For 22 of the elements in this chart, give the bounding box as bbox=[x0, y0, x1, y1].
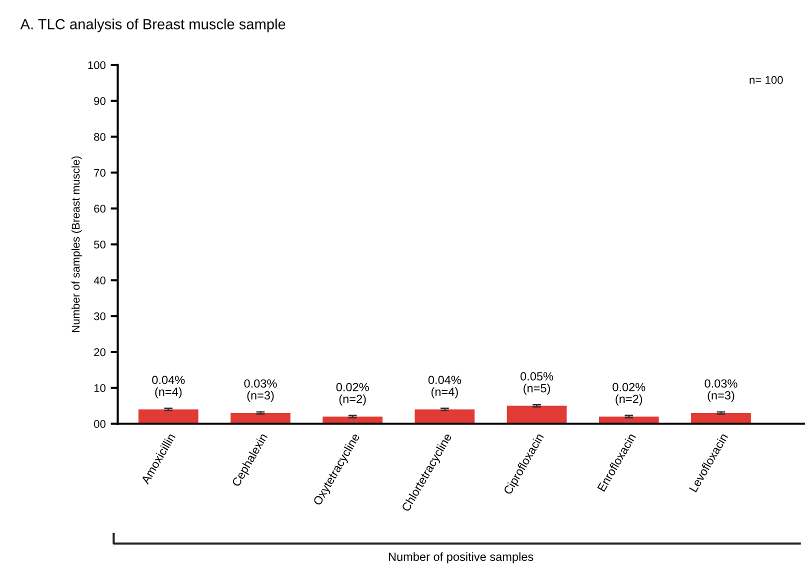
y-tick-label: 60 bbox=[94, 204, 106, 213]
y-tick-label: 00 bbox=[94, 420, 106, 428]
data-label: 0.03% (n=3) bbox=[244, 379, 277, 402]
x-axis-title: Number of positive samples bbox=[388, 552, 534, 564]
annotation: n= 100 bbox=[750, 76, 783, 84]
data-label: 0.04% (n=4) bbox=[152, 376, 185, 398]
y-tick-label: 10 bbox=[94, 384, 106, 392]
y-tick-label: 30 bbox=[94, 312, 106, 320]
data-label: 0.02% (n=2) bbox=[336, 382, 369, 406]
y-tick-label: 50 bbox=[94, 240, 106, 248]
data-label: 0.04% (n=4) bbox=[428, 376, 462, 398]
chart-title: A. TLC analysis of Breast muscle sample bbox=[20, 18, 286, 32]
y-tick-label: 100 bbox=[88, 61, 106, 70]
y-tick-label: 90 bbox=[94, 97, 106, 105]
y-tick-label: 70 bbox=[94, 168, 106, 177]
y-tick-label: 80 bbox=[94, 132, 106, 141]
data-label: 0.03% (n=3) bbox=[704, 379, 738, 402]
data-label: 0.02% (n=2) bbox=[612, 382, 646, 406]
y-tick-label: 20 bbox=[94, 348, 106, 356]
data-label: 0.05% (n=5) bbox=[520, 372, 554, 395]
y-tick-label: 40 bbox=[94, 276, 106, 284]
y-axis-title: Number of samples (Breast muscle) bbox=[71, 156, 82, 332]
